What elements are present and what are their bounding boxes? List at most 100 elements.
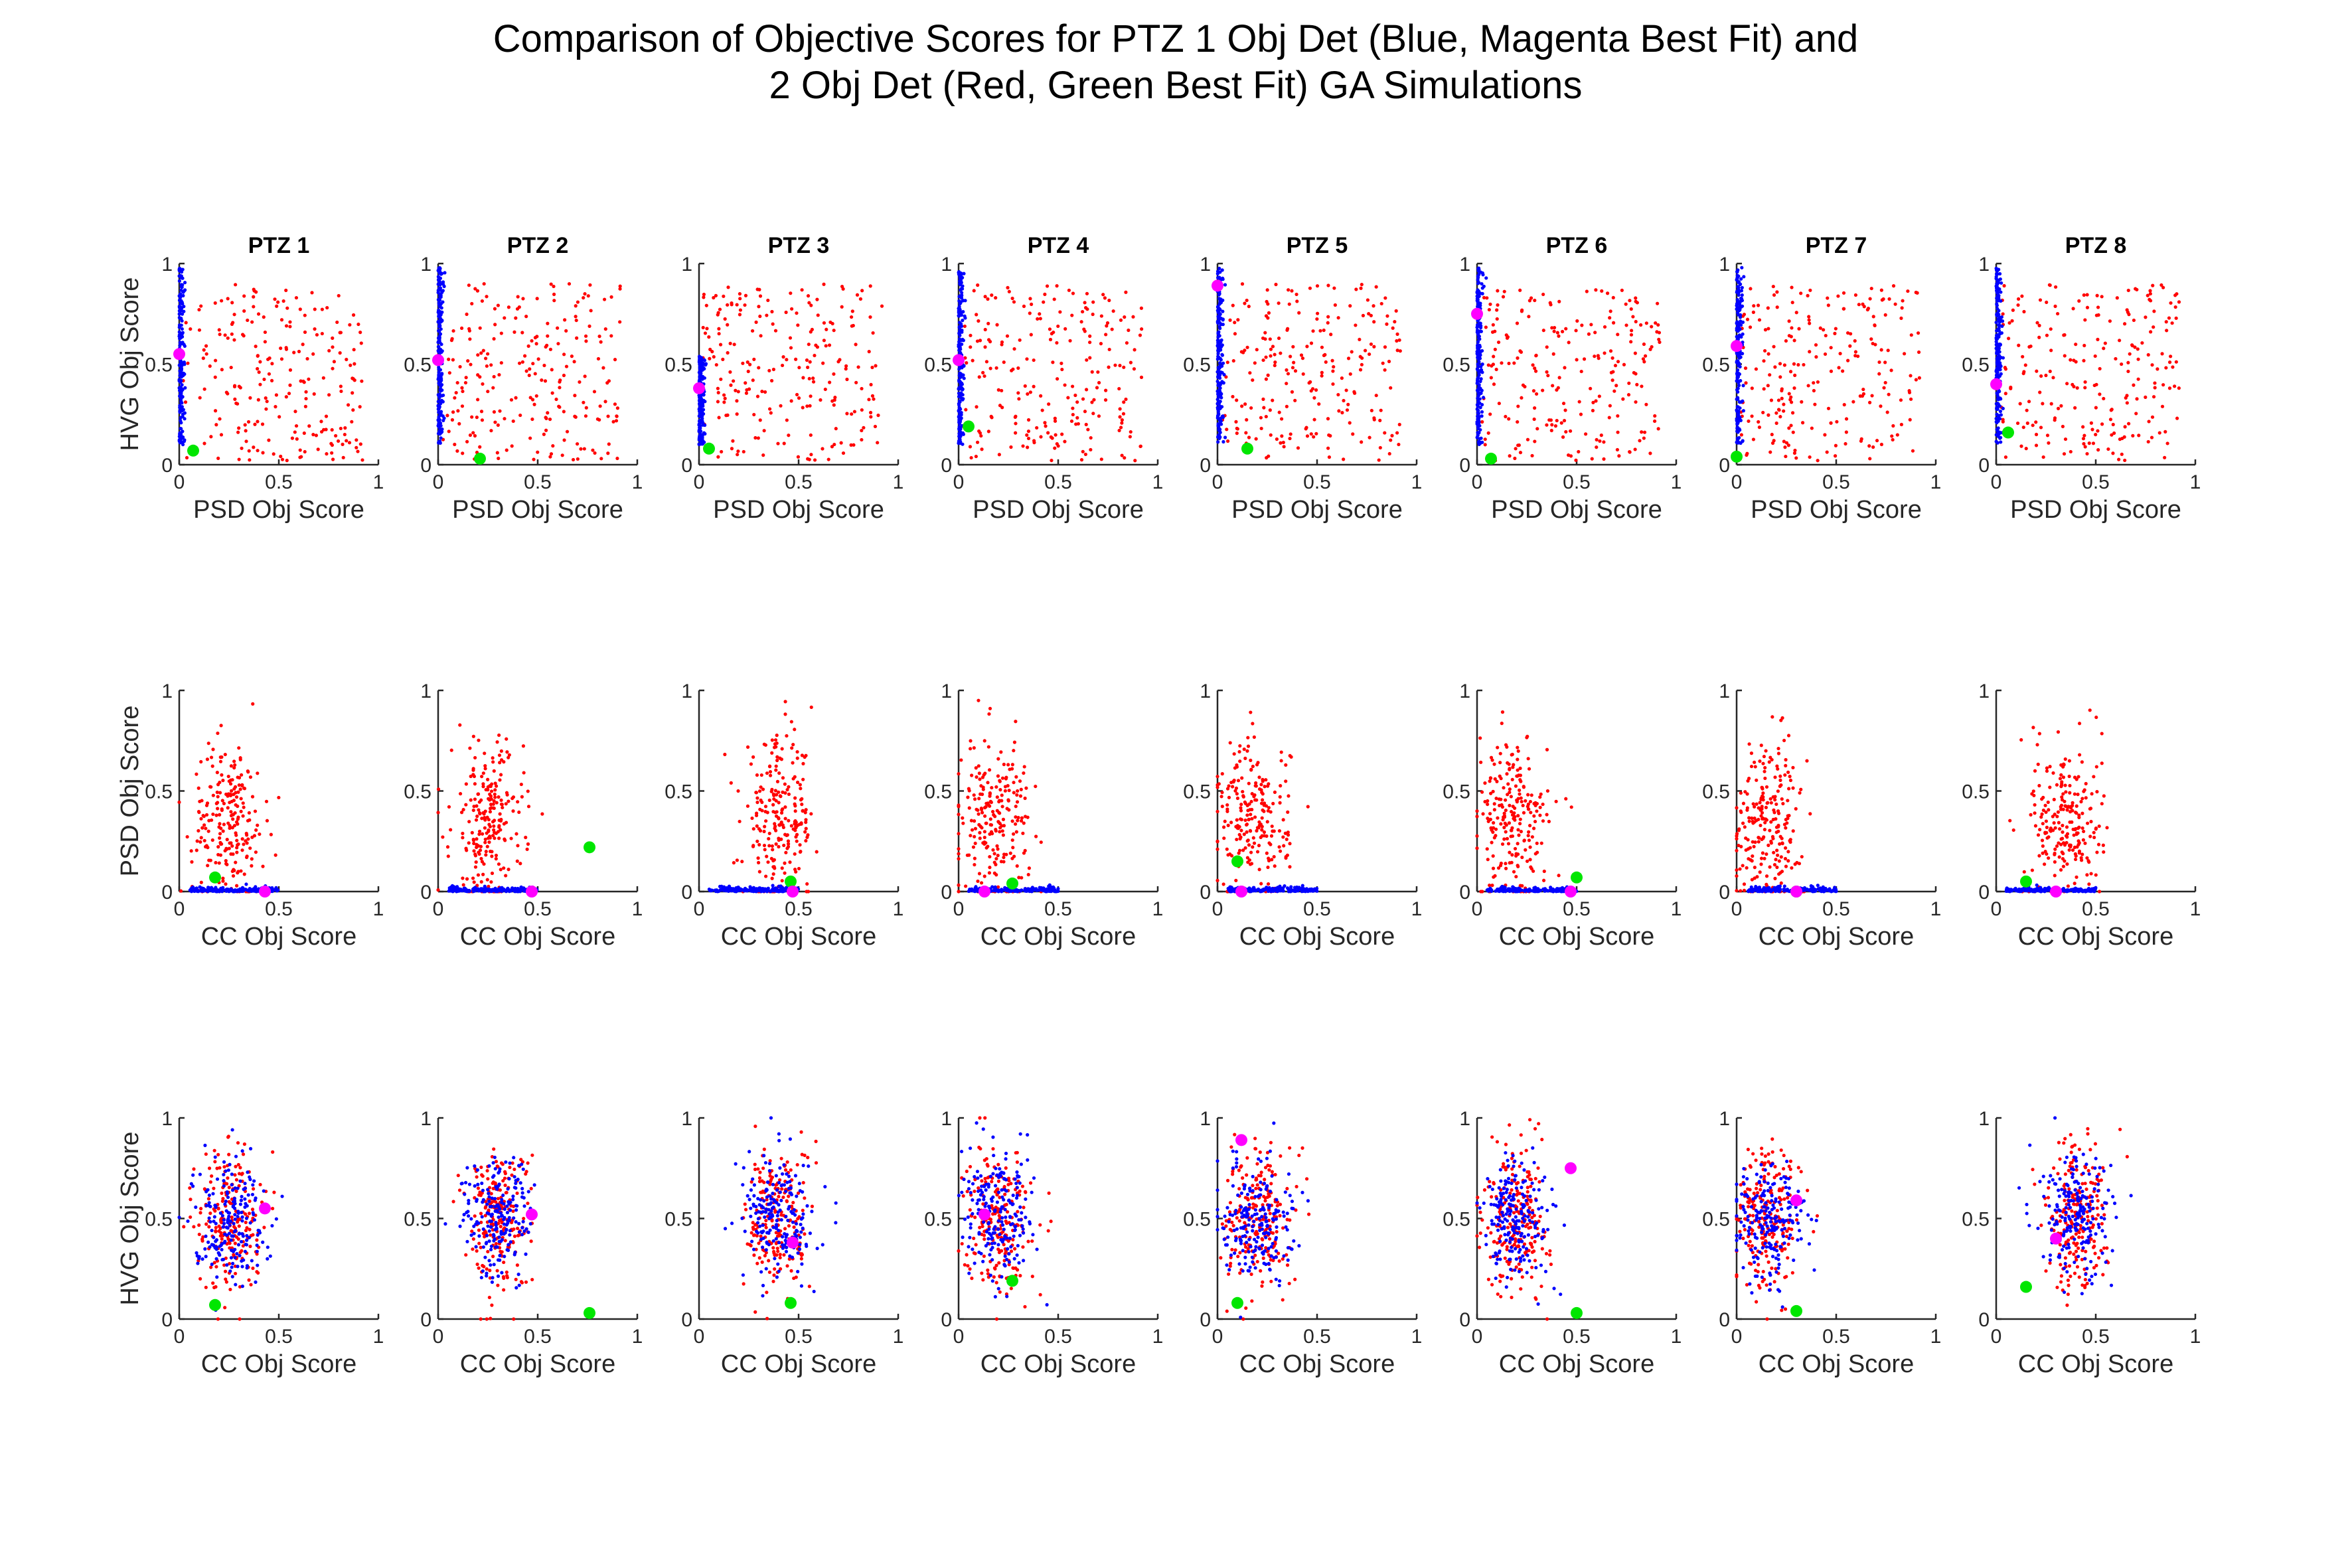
two-obj-point xyxy=(832,398,836,402)
two-obj-point xyxy=(2174,360,2178,364)
two-obj-point xyxy=(730,301,734,305)
two-obj-point xyxy=(1383,431,1387,435)
two-obj-point xyxy=(356,322,360,327)
one-obj-point xyxy=(179,408,183,412)
two-obj-point xyxy=(1900,306,1904,310)
two-obj-point xyxy=(1097,414,1101,418)
two-obj-point xyxy=(211,793,215,797)
two-obj-point xyxy=(1120,418,1124,422)
two-obj-point xyxy=(1825,450,1829,454)
one-obj-point xyxy=(702,376,706,380)
two-obj-point xyxy=(1039,435,1043,439)
two-obj-point xyxy=(1791,430,1795,434)
two-obj-best-fit-marker xyxy=(209,871,221,884)
two-obj-point xyxy=(589,309,593,313)
two-obj-point xyxy=(1790,326,1794,330)
y-tick-label: 0 xyxy=(681,882,692,903)
one-obj-point xyxy=(1998,272,2002,276)
two-obj-point xyxy=(284,324,289,328)
one-obj-point xyxy=(438,324,442,328)
two-obj-point xyxy=(225,838,229,842)
two-obj-point xyxy=(473,797,477,801)
two-obj-point xyxy=(261,864,265,868)
two-obj-point xyxy=(1776,398,1781,402)
two-obj-point xyxy=(983,295,987,299)
two-obj-point xyxy=(1010,296,1014,301)
two-obj-point xyxy=(1240,282,1245,286)
one-obj-point xyxy=(441,282,445,286)
two-obj-point xyxy=(1886,349,1890,353)
one-obj-point xyxy=(437,396,441,400)
two-obj-point xyxy=(775,810,779,814)
two-obj-point xyxy=(796,323,800,327)
two-obj-point xyxy=(489,849,493,854)
two-obj-point xyxy=(337,293,341,298)
one-obj-point xyxy=(1998,430,2001,434)
two-obj-point xyxy=(516,800,520,804)
two-obj-point xyxy=(2027,345,2031,349)
one-obj-point xyxy=(1476,417,1480,422)
y-tick-label: 0 xyxy=(420,882,431,903)
y-tick-label: 0 xyxy=(1459,455,1470,477)
two-obj-point xyxy=(1562,419,1567,423)
x-axis-label: PSD Obj Score xyxy=(973,496,1144,524)
one-obj-point xyxy=(957,419,961,423)
two-obj-point xyxy=(1890,434,1894,438)
two-obj-point xyxy=(2083,445,2087,449)
two-obj-point xyxy=(1782,363,1786,367)
two-obj-point xyxy=(1879,348,1883,352)
two-obj-point xyxy=(1901,299,1905,303)
two-obj-point xyxy=(1090,370,1094,374)
two-obj-point xyxy=(498,778,502,782)
two-obj-point xyxy=(277,415,281,419)
one-obj-point xyxy=(179,400,183,405)
two-obj-point xyxy=(483,809,487,813)
two-obj-point xyxy=(230,778,234,782)
two-obj-point xyxy=(800,288,804,292)
two-obj-point xyxy=(327,393,331,397)
two-obj-point xyxy=(770,787,774,791)
two-obj-point xyxy=(714,293,718,297)
two-obj-point xyxy=(977,698,980,702)
two-obj-point xyxy=(230,799,234,803)
two-obj-point xyxy=(540,378,544,382)
two-obj-point xyxy=(999,860,1004,864)
one-obj-point xyxy=(183,362,187,366)
two-obj-point xyxy=(832,403,836,407)
two-obj-point xyxy=(321,428,326,431)
two-obj-point xyxy=(1012,740,1017,744)
two-obj-point xyxy=(2120,362,2124,366)
two-obj-point xyxy=(770,309,774,314)
one-obj-point xyxy=(697,407,701,411)
two-obj-point xyxy=(1861,387,1865,392)
two-obj-point xyxy=(957,852,961,856)
two-obj-point xyxy=(315,333,319,337)
two-obj-point xyxy=(707,335,711,339)
two-obj-point xyxy=(230,789,234,793)
two-obj-point xyxy=(1881,297,1885,301)
two-obj-point xyxy=(1608,349,1613,353)
two-obj-point xyxy=(774,842,778,846)
one-obj-point xyxy=(1217,275,1221,279)
two-obj-point xyxy=(975,440,980,444)
one-obj-point xyxy=(700,416,704,421)
two-obj-point xyxy=(2047,441,2051,445)
two-obj-point xyxy=(461,883,465,887)
two-obj-point xyxy=(771,865,775,869)
one-obj-point xyxy=(702,358,706,362)
two-obj-point xyxy=(1014,422,1018,426)
two-obj-point xyxy=(1574,458,1578,462)
two-obj-point xyxy=(1789,395,1793,399)
two-obj-point xyxy=(986,321,990,325)
y-tick-label: 1 xyxy=(1459,254,1470,275)
two-obj-point xyxy=(256,823,260,827)
two-obj-point xyxy=(279,454,283,459)
two-obj-point xyxy=(1081,449,1085,453)
one-obj-point xyxy=(1740,299,1745,303)
two-obj-point xyxy=(1110,327,1114,331)
two-obj-point xyxy=(2021,354,2025,358)
two-obj-point xyxy=(728,341,732,346)
two-obj-point xyxy=(701,325,705,330)
two-obj-point xyxy=(246,420,251,424)
two-obj-point xyxy=(1784,441,1789,445)
